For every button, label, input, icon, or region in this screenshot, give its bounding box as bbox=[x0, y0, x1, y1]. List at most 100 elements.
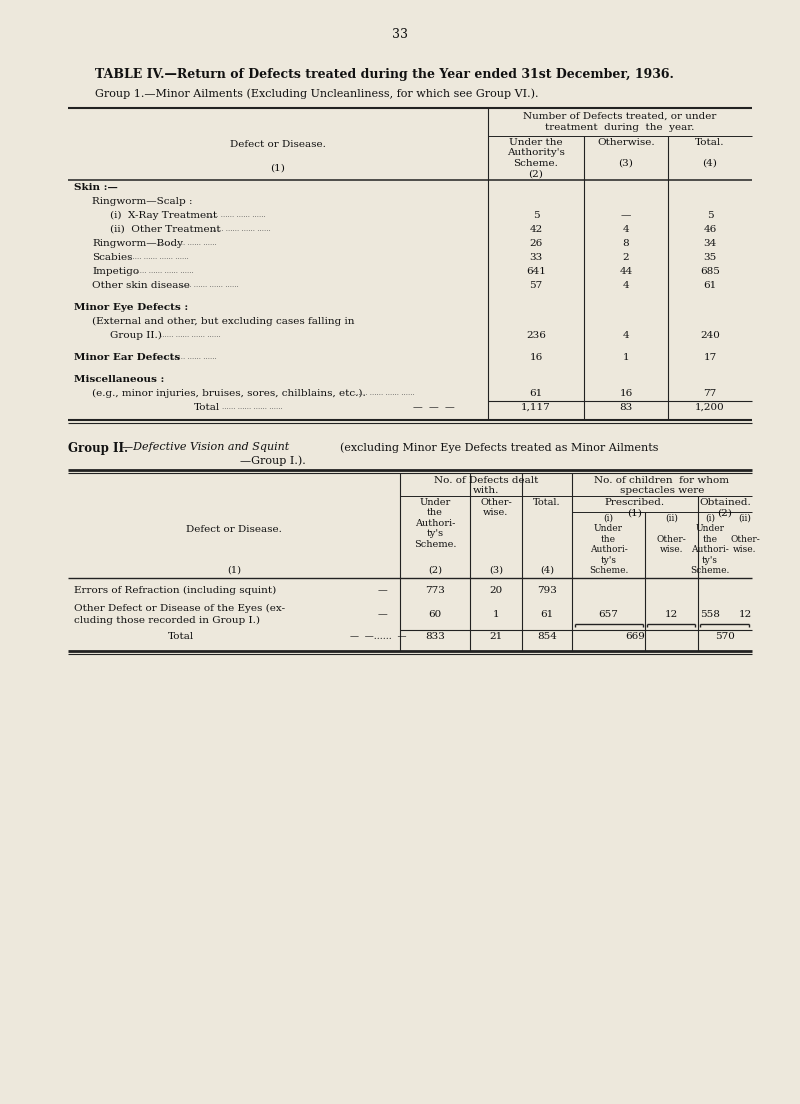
Text: 21: 21 bbox=[490, 631, 502, 641]
Text: 44: 44 bbox=[619, 267, 633, 276]
Text: 4: 4 bbox=[622, 331, 630, 340]
Text: Other-
wise.: Other- wise. bbox=[480, 498, 512, 518]
Text: 12: 12 bbox=[665, 611, 678, 619]
Text: (4): (4) bbox=[540, 566, 554, 575]
Text: ...... ...... ...... ......: ...... ...... ...... ...... bbox=[160, 331, 221, 339]
Text: 833: 833 bbox=[425, 631, 445, 641]
Text: —  —  —: — — — bbox=[413, 403, 454, 412]
Text: ...... ...... ...... ......: ...... ...... ...... ...... bbox=[155, 353, 216, 361]
Text: (1): (1) bbox=[270, 164, 286, 173]
Text: 16: 16 bbox=[530, 353, 542, 362]
Text: 236: 236 bbox=[526, 331, 546, 340]
Text: (i)
Under
the
Authori-
ty's
Scheme.: (i) Under the Authori- ty's Scheme. bbox=[589, 514, 628, 575]
Text: (e.g., minor injuries, bruises, sores, chilblains, etc.).: (e.g., minor injuries, bruises, sores, c… bbox=[92, 389, 366, 399]
Text: ...... ...... ...... ......: ...... ...... ...... ...... bbox=[222, 403, 282, 411]
Text: Otherwise.

(3): Otherwise. (3) bbox=[597, 138, 655, 168]
Text: (External and other, but excluding cases falling in: (External and other, but excluding cases… bbox=[92, 317, 354, 326]
Text: 1,200: 1,200 bbox=[695, 403, 725, 412]
Text: (i)
Under
the
Authori-
ty's
Scheme.: (i) Under the Authori- ty's Scheme. bbox=[690, 514, 730, 575]
Text: (ii)

Other-
wise.: (ii) Other- wise. bbox=[657, 514, 686, 554]
Text: 685: 685 bbox=[700, 267, 720, 276]
Text: ...... ...... ...... ......: ...... ...... ...... ...... bbox=[155, 238, 216, 247]
Text: 35: 35 bbox=[703, 253, 717, 262]
Text: 16: 16 bbox=[619, 389, 633, 399]
Text: Under the
Authority's
Scheme.
(2): Under the Authority's Scheme. (2) bbox=[507, 138, 565, 178]
Text: Total.: Total. bbox=[533, 498, 561, 507]
Text: Group 1.—Minor Ailments (Excluding Uncleanliness, for which see Group VI.).: Group 1.—Minor Ailments (Excluding Uncle… bbox=[95, 88, 538, 98]
Text: 26: 26 bbox=[530, 238, 542, 248]
Text: —: — bbox=[377, 586, 387, 595]
Text: 20: 20 bbox=[490, 586, 502, 595]
Text: Obtained.
(2): Obtained. (2) bbox=[699, 498, 751, 518]
Text: (1): (1) bbox=[227, 566, 241, 575]
Text: 60: 60 bbox=[428, 611, 442, 619]
Text: 42: 42 bbox=[530, 225, 542, 234]
Text: —: — bbox=[621, 211, 631, 220]
Text: 657: 657 bbox=[598, 611, 618, 619]
Text: 5: 5 bbox=[533, 211, 539, 220]
Text: 57: 57 bbox=[530, 282, 542, 290]
Text: 1,117: 1,117 bbox=[521, 403, 551, 412]
Text: Skin :—: Skin :— bbox=[74, 183, 118, 192]
Text: —Group I.).: —Group I.). bbox=[240, 455, 306, 466]
Text: (ii)  Other Treatment: (ii) Other Treatment bbox=[110, 225, 221, 234]
Text: (ii)

Other-
wise.: (ii) Other- wise. bbox=[730, 514, 760, 554]
Text: Ringworm—Body: Ringworm—Body bbox=[92, 238, 183, 248]
Text: Minor Eye Defects :: Minor Eye Defects : bbox=[74, 302, 188, 312]
Text: 8: 8 bbox=[622, 238, 630, 248]
Text: 570: 570 bbox=[715, 631, 735, 641]
Text: TABLE IV.—Return of Defects treated during the Year ended 31st December, 1936.: TABLE IV.—Return of Defects treated duri… bbox=[95, 68, 674, 81]
Text: Total: Total bbox=[194, 403, 220, 412]
Text: —Defective Vision and Squint: —Defective Vision and Squint bbox=[122, 442, 290, 452]
Text: 83: 83 bbox=[619, 403, 633, 412]
Text: 1: 1 bbox=[622, 353, 630, 362]
Text: 793: 793 bbox=[537, 586, 557, 595]
Text: Other Defect or Disease of the Eyes (ex-: Other Defect or Disease of the Eyes (ex- bbox=[74, 604, 285, 613]
Text: (2): (2) bbox=[428, 566, 442, 575]
Text: 4: 4 bbox=[622, 282, 630, 290]
Text: —  —……  —: — —…… — bbox=[350, 631, 406, 641]
Text: 33: 33 bbox=[392, 28, 408, 41]
Text: ...... ...... ...... ......: ...... ...... ...... ...... bbox=[210, 225, 270, 233]
Text: Under
the
Authori-
ty's
Scheme.: Under the Authori- ty's Scheme. bbox=[414, 498, 456, 549]
Text: Minor Ear Defects: Minor Ear Defects bbox=[74, 353, 180, 362]
Text: 77: 77 bbox=[703, 389, 717, 399]
Text: No. of children  for whom
spectacles were: No. of children for whom spectacles were bbox=[594, 476, 730, 496]
Text: (3): (3) bbox=[489, 566, 503, 575]
Text: Defect or Disease.: Defect or Disease. bbox=[186, 526, 282, 534]
Text: 61: 61 bbox=[530, 389, 542, 399]
Text: 34: 34 bbox=[703, 238, 717, 248]
Text: 773: 773 bbox=[425, 586, 445, 595]
Text: 33: 33 bbox=[530, 253, 542, 262]
Text: 240: 240 bbox=[700, 331, 720, 340]
Text: 46: 46 bbox=[703, 225, 717, 234]
Text: ...... ...... ...... ......: ...... ...... ...... ...... bbox=[178, 282, 238, 289]
Text: Scabies: Scabies bbox=[92, 253, 133, 262]
Text: Ringworm—Scalp :: Ringworm—Scalp : bbox=[92, 197, 193, 206]
Text: Group II.): Group II.) bbox=[110, 331, 162, 340]
Text: 61: 61 bbox=[540, 611, 554, 619]
Text: ...... ...... ...... ......: ...... ...... ...... ...... bbox=[129, 253, 190, 261]
Text: 854: 854 bbox=[537, 631, 557, 641]
Text: 558: 558 bbox=[700, 611, 720, 619]
Text: 4: 4 bbox=[622, 225, 630, 234]
Text: (excluding Minor Eye Defects treated as Minor Ailments: (excluding Minor Eye Defects treated as … bbox=[340, 442, 658, 453]
Text: Impetigo: Impetigo bbox=[92, 267, 139, 276]
Text: —: — bbox=[377, 611, 387, 619]
Text: ...... ...... ...... ......: ...... ...... ...... ...... bbox=[205, 211, 266, 219]
Text: 17: 17 bbox=[703, 353, 717, 362]
Text: Group II.: Group II. bbox=[68, 442, 128, 455]
Text: No. of Defects dealt
with.: No. of Defects dealt with. bbox=[434, 476, 538, 496]
Text: (i)  X-Ray Treatment: (i) X-Ray Treatment bbox=[110, 211, 217, 220]
Text: 1: 1 bbox=[493, 611, 499, 619]
Text: ...... ...... ...... ......: ...... ...... ...... ...... bbox=[354, 389, 414, 397]
Text: Prescribed.
(1): Prescribed. (1) bbox=[605, 498, 665, 518]
Text: ...... ...... ...... ......: ...... ...... ...... ...... bbox=[133, 267, 194, 275]
Text: cluding those recorded in Group I.): cluding those recorded in Group I.) bbox=[74, 616, 260, 625]
Text: 2: 2 bbox=[622, 253, 630, 262]
Text: Defect or Disease.: Defect or Disease. bbox=[230, 140, 326, 149]
Text: Errors of Refraction (including squint): Errors of Refraction (including squint) bbox=[74, 586, 276, 595]
Text: Total: Total bbox=[168, 631, 194, 641]
Text: 5: 5 bbox=[706, 211, 714, 220]
Text: Other skin disease: Other skin disease bbox=[92, 282, 190, 290]
